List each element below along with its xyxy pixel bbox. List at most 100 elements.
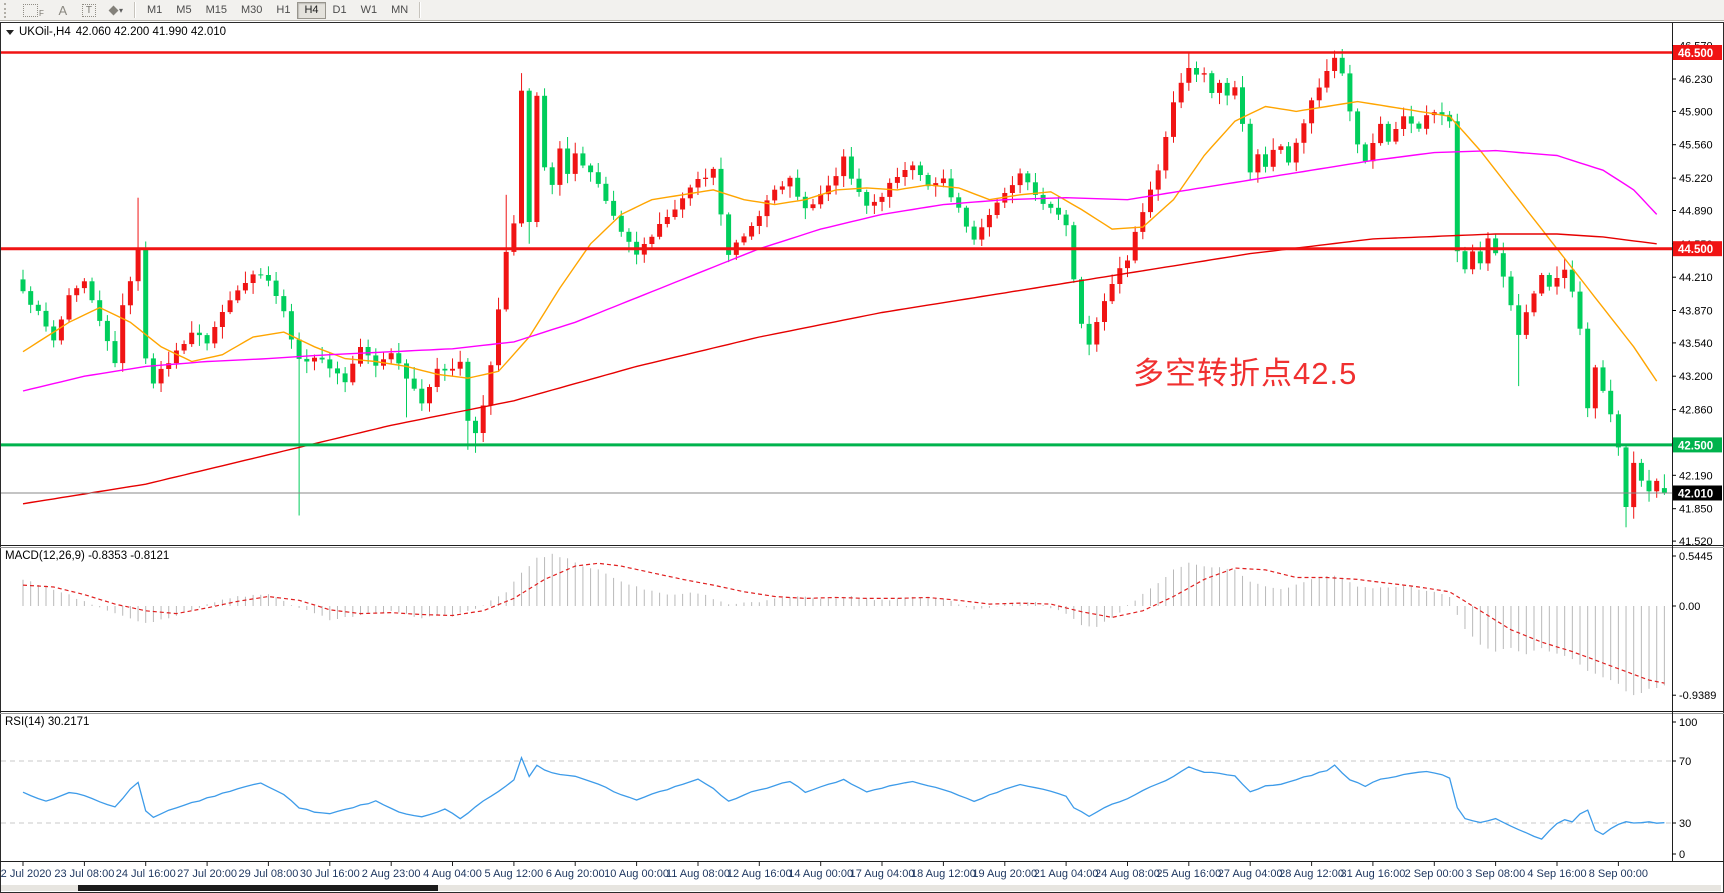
- svg-text:43.540: 43.540: [1679, 338, 1713, 350]
- price-badge-42010: 42.010: [1673, 485, 1722, 501]
- horizontal-level-lines: [1, 51, 1672, 494]
- svg-text:0.00: 0.00: [1679, 601, 1700, 613]
- svg-text:44.500: 44.500: [1678, 244, 1713, 256]
- letter-a-icon: A: [58, 2, 68, 18]
- horizontal-scrollbar-track[interactable]: [1, 885, 1721, 891]
- macd-axis: 0.5445 0.00 -0.9389: [1672, 551, 1716, 702]
- svg-text:42.860: 42.860: [1679, 405, 1713, 417]
- macd-indicator-label: MACD(12,26,9) -0.8353 -0.8121: [5, 550, 170, 562]
- svg-text:46.230: 46.230: [1679, 74, 1713, 86]
- time-label: 19 Aug 20:00: [972, 868, 1038, 880]
- grid-f-label: F: [39, 9, 44, 18]
- symbol-header[interactable]: UKOil-,H4 42.060 42.200 41.990 42.010: [6, 26, 226, 38]
- time-label: 18 Aug 12:00: [910, 868, 976, 880]
- svg-text:43.200: 43.200: [1679, 371, 1713, 383]
- timeframe-button-m5[interactable]: M5: [169, 2, 198, 19]
- svg-text:0: 0: [1679, 849, 1685, 861]
- panel-frame: [0, 23, 1724, 862]
- timeframe-button-mn[interactable]: MN: [384, 2, 415, 19]
- svg-text:-0.9389: -0.9389: [1679, 690, 1716, 702]
- svg-text:100: 100: [1679, 717, 1697, 729]
- dropdown-caret-icon: ▾: [119, 5, 124, 15]
- timeframe-button-h4[interactable]: H4: [297, 1, 326, 19]
- svg-text:42.500: 42.500: [1678, 440, 1713, 452]
- svg-text:42.190: 42.190: [1679, 470, 1713, 482]
- svg-text:42.010: 42.010: [1678, 489, 1713, 501]
- ohlc-readout: 42.060 42.200 41.990 42.010: [75, 26, 227, 38]
- svg-text:45.220: 45.220: [1679, 173, 1713, 185]
- time-label: 11 Aug 08:00: [665, 868, 730, 880]
- time-label: 17 Aug 04:00: [849, 868, 915, 880]
- svg-text:70: 70: [1679, 756, 1691, 768]
- time-label: 28 Aug 12:00: [1279, 868, 1344, 880]
- time-label: 3 Sep 08:00: [1465, 868, 1526, 880]
- timeframe-button-m30[interactable]: M30: [234, 2, 269, 19]
- letter-t-box-icon: T: [81, 3, 96, 17]
- timeframe-button-d1[interactable]: D1: [326, 2, 354, 19]
- time-label: 24 Jul 16:00: [115, 868, 176, 880]
- toolbar-grip-handle[interactable]: [4, 2, 12, 18]
- timeframe-button-m15[interactable]: M15: [199, 2, 234, 19]
- time-label: 30 Jul 16:00: [299, 868, 360, 880]
- timeframe-group: M1 M5 M15 M30 H1 H4 D1 W1 MN: [140, 1, 415, 19]
- symbol-title: UKOil-,H4: [19, 26, 71, 38]
- svg-text:45.900: 45.900: [1679, 106, 1713, 118]
- toolbar-separator: [419, 2, 422, 18]
- time-label: 27 Jul 20:00: [177, 868, 238, 880]
- time-label: 2 Sep 00:00: [1404, 868, 1464, 880]
- time-label: 6 Aug 20:00: [545, 868, 605, 880]
- rsi-indicator-label: RSI(14) 30.2171: [5, 716, 90, 728]
- svg-text:46.500: 46.500: [1678, 48, 1713, 60]
- rsi-axis: 100 70 30 0: [1672, 717, 1697, 861]
- time-label: 10 Aug 00:00: [604, 868, 670, 880]
- macd-panel: [22, 553, 1665, 696]
- time-label: 2 Aug 23:00: [361, 868, 421, 880]
- shapes-tool-button[interactable]: ▾: [103, 1, 130, 19]
- ma-fast-line: [22, 100, 1658, 382]
- price-badge-42500: 42.500: [1673, 437, 1722, 453]
- time-label: 22 Jul 2020: [0, 868, 52, 880]
- text-label-tool-button[interactable]: A: [51, 1, 75, 19]
- time-label: 23 Jul 08:00: [54, 868, 115, 880]
- price-badge-46500: 46.500: [1673, 45, 1722, 60]
- time-axis-ticks: [22, 861, 1619, 866]
- time-label: 5 Aug 12:00: [484, 868, 544, 880]
- time-label: 29 Jul 08:00: [238, 868, 299, 880]
- time-label: 14 Aug 00:00: [788, 868, 854, 880]
- ma-slow-line: [22, 233, 1657, 505]
- time-label: 4 Sep 16:00: [1527, 868, 1587, 880]
- collapse-triangle-icon[interactable]: [6, 29, 14, 35]
- time-label: 8 Sep 00:00: [1588, 868, 1649, 880]
- time-label: 21 Aug 04:00: [1033, 868, 1099, 880]
- time-label: 31 Aug 16:00: [1340, 868, 1406, 880]
- price-axis: 46.57046.23045.90045.56045.22044.89044.5…: [1672, 41, 1713, 548]
- svg-text:0.5445: 0.5445: [1679, 551, 1713, 563]
- chart-window: [0, 22, 1724, 893]
- toolbar: F A T ▾ M1 M5 M15 M30 H1 H4 D1 W1 MN: [0, 0, 1724, 21]
- grid-icon: [23, 3, 38, 17]
- chart-text-annotation: 多空转折点42.5: [1133, 356, 1358, 391]
- svg-text:44.890: 44.890: [1679, 206, 1713, 218]
- ma-mid-line: [22, 149, 1658, 392]
- price-badge-44500: 44.500: [1673, 241, 1722, 257]
- fibo-grid-tool-button[interactable]: F: [16, 1, 51, 19]
- text-tool-button[interactable]: T: [75, 1, 103, 19]
- svg-text:41.850: 41.850: [1679, 504, 1713, 516]
- timeframe-button-h1[interactable]: H1: [269, 2, 297, 19]
- rsi-panel: [1, 755, 1672, 840]
- time-label: 27 Aug 04:00: [1217, 868, 1283, 880]
- timeframe-button-w1[interactable]: W1: [354, 2, 385, 19]
- svg-text:45.560: 45.560: [1679, 140, 1713, 152]
- horizontal-scrollbar-thumb[interactable]: [78, 885, 438, 891]
- timeframe-button-m1[interactable]: M1: [140, 2, 169, 19]
- svg-text:43.870: 43.870: [1679, 306, 1713, 318]
- time-label: 25 Aug 16:00: [1156, 868, 1222, 880]
- toolbar-separator: [134, 2, 137, 18]
- svg-text:30: 30: [1679, 818, 1691, 830]
- time-label: 24 Aug 08:00: [1095, 868, 1160, 880]
- svg-text:41.520: 41.520: [1679, 536, 1713, 548]
- time-label: 4 Aug 04:00: [423, 868, 482, 880]
- svg-text:44.210: 44.210: [1679, 272, 1713, 284]
- time-label: 12 Aug 16:00: [726, 868, 792, 880]
